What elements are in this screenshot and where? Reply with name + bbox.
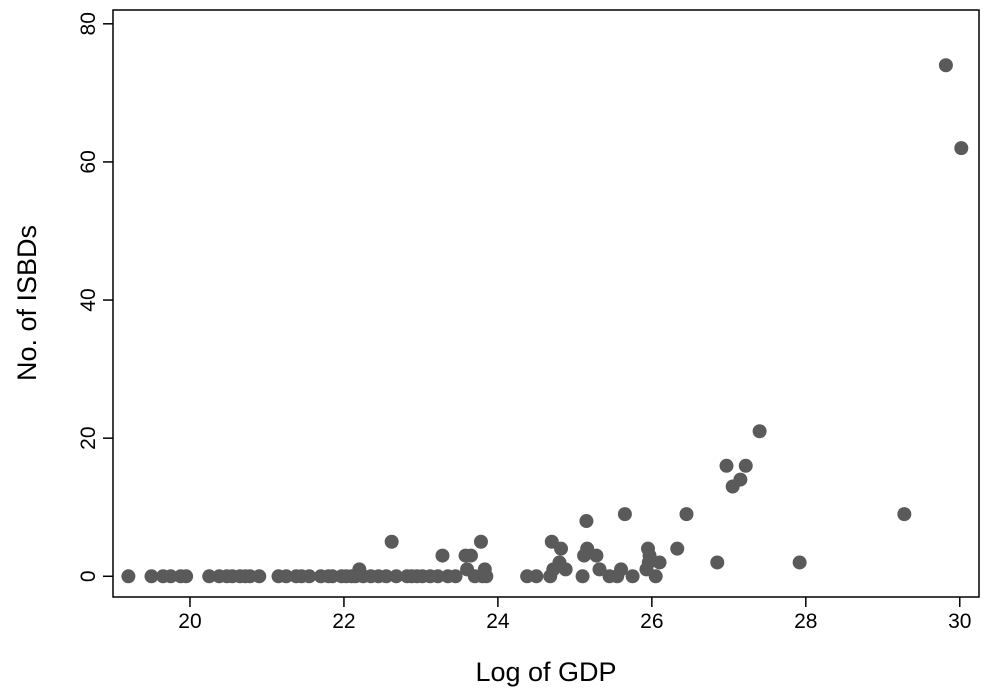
plot-area-frame (112, 9, 980, 598)
x-tick-label: 24 (486, 610, 510, 633)
x-tick-label: 22 (332, 610, 355, 633)
data-point (648, 569, 663, 584)
data-point (252, 569, 267, 584)
data-point (144, 569, 159, 584)
data-point (733, 472, 748, 487)
data-point (379, 569, 394, 584)
data-point (430, 569, 445, 584)
data-point (435, 548, 450, 563)
data-point (279, 569, 294, 584)
y-axis-title: No. of ISBDs (12, 225, 42, 381)
data-point (617, 507, 632, 522)
data-point (738, 458, 753, 473)
y-tick-label: 20 (77, 426, 100, 449)
x-tick-label: 30 (948, 610, 971, 633)
data-point (121, 569, 136, 584)
data-point (302, 569, 317, 584)
data-point (897, 507, 912, 522)
data-point (448, 569, 463, 584)
data-point (614, 562, 629, 577)
data-point (479, 569, 494, 584)
data-point (384, 534, 399, 549)
data-point (710, 555, 725, 570)
data-point (719, 458, 734, 473)
data-point (652, 555, 667, 570)
data-point (202, 569, 217, 584)
data-point (554, 541, 569, 556)
data-point (670, 541, 685, 556)
data-point (463, 548, 478, 563)
data-point (679, 507, 694, 522)
x-axis-title: Log of GDP (475, 657, 616, 687)
data-points (121, 58, 969, 584)
data-point (954, 141, 969, 156)
x-tick-label: 20 (178, 610, 201, 633)
data-point (589, 548, 604, 563)
data-point (575, 569, 590, 584)
data-point (389, 569, 404, 584)
y-tick-label: 80 (77, 12, 100, 35)
data-point (592, 562, 607, 577)
data-point (529, 569, 544, 584)
data-point (642, 548, 657, 563)
data-point (163, 569, 178, 584)
data-point (752, 424, 767, 439)
data-point (179, 569, 194, 584)
y-tick-label: 40 (77, 288, 100, 311)
data-point (473, 534, 488, 549)
data-point (579, 514, 594, 529)
data-point (625, 569, 640, 584)
y-axis: 0 20 40 60 80 (77, 12, 113, 582)
y-tick-label: 60 (77, 150, 100, 173)
y-tick-label: 0 (77, 570, 100, 582)
data-point (558, 562, 573, 577)
x-tick-label: 28 (794, 610, 817, 633)
x-tick-label: 26 (640, 610, 663, 633)
x-axis: 20 22 24 26 28 30 (178, 597, 971, 633)
data-point (938, 58, 953, 73)
data-point (792, 555, 807, 570)
